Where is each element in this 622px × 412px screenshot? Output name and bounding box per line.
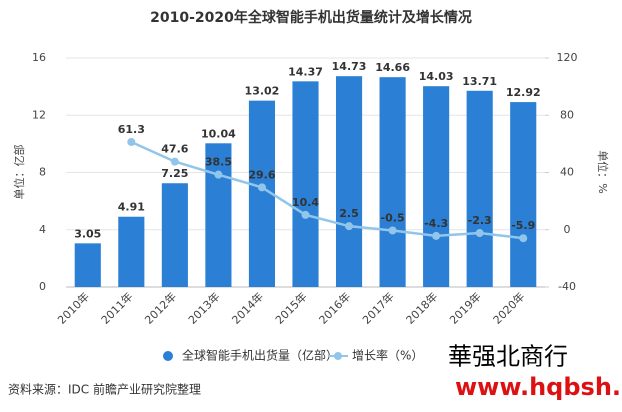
bar-value-label: 10.04 bbox=[201, 127, 236, 140]
bar-value-label: 3.05 bbox=[74, 227, 101, 240]
y2-tick-label: -40 bbox=[558, 280, 576, 293]
bar-value-label: 14.37 bbox=[288, 65, 323, 78]
bar-value-label: 14.73 bbox=[332, 60, 367, 73]
bar-value-label: 7.25 bbox=[161, 167, 188, 180]
y2-tick-label: 0 bbox=[564, 223, 571, 236]
line-value-label: 2.5 bbox=[339, 207, 359, 220]
bar-value-label: 13.71 bbox=[462, 75, 497, 88]
bar-value-label: 14.66 bbox=[375, 61, 410, 74]
line-value-label: -4.3 bbox=[424, 217, 448, 230]
bar bbox=[205, 143, 232, 287]
bar bbox=[379, 77, 406, 288]
chart-title: 2010-2020年全球智能手机出货量统计及增长情况 bbox=[150, 9, 472, 26]
line-value-label: -2.3 bbox=[468, 214, 492, 227]
y-tick-label: 16 bbox=[32, 51, 46, 64]
bar bbox=[161, 183, 188, 287]
y-tick-label: 0 bbox=[39, 280, 46, 293]
bar bbox=[423, 86, 450, 288]
line-value-label: 47.6 bbox=[161, 143, 188, 156]
x-tick-label: 2019年 bbox=[446, 289, 483, 326]
bar bbox=[466, 90, 493, 287]
source: 资料来源：IDC 前瞻产业研究院整理 bbox=[8, 382, 201, 397]
line-point bbox=[127, 138, 136, 147]
y-tick-label: 4 bbox=[39, 223, 46, 236]
legend-swatch bbox=[163, 351, 173, 361]
bar bbox=[118, 216, 145, 287]
x-tick-label: 2011年 bbox=[98, 289, 135, 326]
bar-value-label: 12.92 bbox=[506, 86, 541, 99]
line-point bbox=[214, 170, 223, 179]
bar bbox=[74, 243, 101, 287]
line-value-label: 38.5 bbox=[205, 156, 232, 169]
y-tick-label: 8 bbox=[39, 166, 46, 179]
line-point bbox=[432, 231, 441, 240]
watermark: 華强北商行 bbox=[448, 343, 568, 371]
line bbox=[130, 140, 524, 240]
line-point bbox=[301, 210, 310, 219]
line-value-label: -5.9 bbox=[511, 219, 535, 232]
x-tick-label: 2014年 bbox=[229, 289, 266, 326]
y2-tick-label: 40 bbox=[560, 166, 574, 179]
x-tick-label: 2013年 bbox=[185, 289, 222, 326]
legend-label: 全球智能手机出货量（亿部） bbox=[182, 348, 338, 363]
line-value-label: 61.3 bbox=[118, 123, 145, 136]
bar-value-label: 4.91 bbox=[118, 201, 145, 214]
x-tick-label: 2020年 bbox=[490, 289, 527, 326]
line-value-label: 10.4 bbox=[292, 196, 319, 209]
x-tick-label: 2018年 bbox=[403, 289, 440, 326]
line-value-label: -0.5 bbox=[381, 211, 405, 224]
watermark-url: www.hqbsh.com bbox=[455, 373, 622, 401]
legend-label: 增长率（%） bbox=[352, 348, 423, 363]
y2-axis-label: 单位：% bbox=[596, 150, 610, 193]
y-axis-label: 单位：亿部 bbox=[12, 145, 26, 200]
y-tick-label: 12 bbox=[32, 108, 46, 121]
line-point bbox=[388, 226, 397, 235]
x-tick-label: 2017年 bbox=[359, 289, 396, 326]
line-value-label: 29.6 bbox=[248, 168, 275, 181]
bar bbox=[292, 81, 319, 287]
bar bbox=[335, 76, 363, 287]
bar-value-label: 13.02 bbox=[245, 85, 280, 98]
x-tick-label: 2010年 bbox=[55, 289, 92, 326]
line-point bbox=[475, 229, 484, 238]
legend-swatch bbox=[334, 352, 342, 360]
bar bbox=[510, 102, 537, 288]
y2-tick-label: 80 bbox=[560, 108, 574, 121]
x-tick-label: 2016年 bbox=[316, 289, 353, 326]
line-point bbox=[345, 222, 354, 231]
x-tick-label: 2012年 bbox=[142, 289, 179, 326]
line-point bbox=[519, 234, 528, 243]
bar-value-label: 14.03 bbox=[419, 70, 454, 83]
line-point bbox=[170, 157, 179, 166]
line-point bbox=[257, 183, 266, 192]
x-tick-label: 2015年 bbox=[272, 289, 309, 326]
y2-tick-label: 120 bbox=[557, 51, 578, 64]
